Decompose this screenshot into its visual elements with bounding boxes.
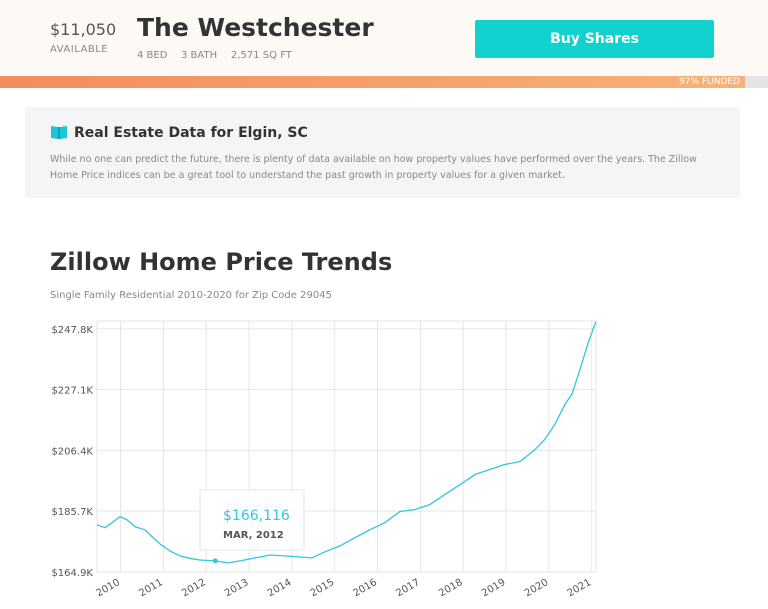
highlight-point	[212, 558, 218, 564]
tooltip-date: MAR, 2012	[223, 530, 284, 541]
info-title: Real Estate Data for Elgin, SC	[74, 125, 308, 141]
property-title: The Westchester	[137, 13, 374, 42]
price-label: AVAILABLE	[50, 44, 109, 55]
funding-fill	[0, 76, 745, 88]
x-tick-label: 2014	[266, 577, 294, 599]
y-tick-label: $164.9K	[51, 568, 93, 579]
x-tick-label: 2018	[437, 577, 465, 599]
buy-button[interactable]: Buy Shares	[475, 20, 714, 58]
book-icon	[51, 126, 67, 139]
x-tick-label: 2019	[480, 577, 508, 599]
price-line	[96, 321, 597, 564]
chart-title: Zillow Home Price Trends	[50, 248, 392, 276]
x-tick-label: 2011	[137, 577, 165, 599]
y-tick-label: $206.4K	[51, 446, 93, 457]
x-tick-label: 2017	[394, 577, 422, 599]
tooltip	[199, 489, 305, 551]
price: $11,050	[50, 20, 117, 39]
x-tick-label: 2021	[566, 577, 594, 599]
chart-subtitle: Single Family Residential 2010-2020 for …	[50, 290, 332, 301]
plot-area	[96, 320, 597, 573]
x-tick-label: 2016	[352, 577, 380, 599]
tooltip-value: $166,116	[223, 508, 290, 524]
baths: 3 BATH	[181, 50, 218, 61]
info-box	[25, 107, 740, 198]
funding-bar: 97% FUNDED	[0, 76, 768, 88]
x-tick-label: 2013	[223, 577, 251, 599]
y-tick-label: $247.8K	[51, 325, 93, 336]
info-text: While no one can predict the future, the…	[50, 154, 697, 181]
sqft: 2,571 SQ FT	[231, 50, 292, 61]
x-tick-label: 2012	[180, 577, 208, 599]
y-tick-label: $185.7K	[51, 507, 93, 518]
x-tick-label: 2020	[523, 577, 551, 599]
beds: 4 BED	[137, 50, 168, 61]
y-tick-label: $227.1K	[51, 386, 93, 397]
funding-label: 97% FUNDED	[679, 77, 740, 87]
x-tick-label: 2015	[309, 577, 337, 599]
chart: Zillow Home Price Trends Single Family R…	[50, 248, 597, 599]
x-tick-label: 2010	[95, 577, 123, 599]
